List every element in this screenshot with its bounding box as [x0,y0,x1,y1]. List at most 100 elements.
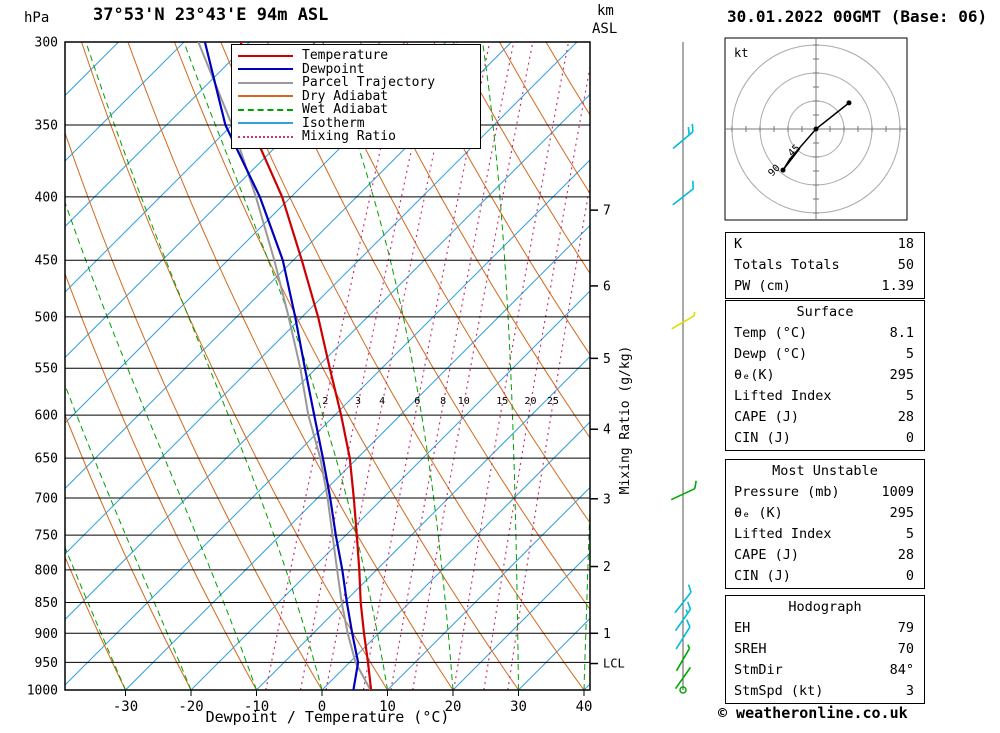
wind-barb-column [670,42,697,694]
mixing-ratio-value-label: 25 [547,396,559,407]
wind-barb-feather [687,584,692,593]
isotherm-line [65,42,250,228]
isotherm-line [256,355,590,690]
temperature-curve [239,42,373,690]
dry-adiabat-line [65,413,192,690]
legend-line-sample [238,81,293,84]
isotherm-line [65,42,512,490]
copyright: © weatheronline.co.uk [718,704,908,722]
isotherm-line [65,159,590,686]
hodograph-unit-label: kt [734,46,748,60]
x-tick-label: 10 [379,699,396,715]
wind-barb-feather [693,480,697,489]
km-tick-label: 3 [603,492,611,507]
isotherm-line [65,42,316,293]
dry-adiabat-line [452,42,590,275]
x-tick-label: -30 [113,699,138,715]
pressure-axis-unit: hPa [24,10,50,26]
pressure-tick-label: 850 [35,596,58,611]
altitude-axis-unit-km: km [597,3,614,19]
pressure-tick-label: 400 [35,190,58,205]
pressure-tick-label: 500 [35,310,58,325]
mixing-ratio-value-label: 15 [496,396,508,407]
legend-line-sample [238,122,293,125]
run-datetime: 30.01.2022 00GMT (Base: 06) [727,7,988,26]
pressure-tick-label: 800 [35,563,58,578]
isotherm-line [65,42,381,359]
legend-item: Parcel Trajectory [238,76,474,90]
pressure-tick-label: 750 [35,529,58,544]
legend-label: Wet Adiabat [302,102,389,118]
legend-item: Mixing Ratio [238,130,474,144]
hodograph-trace [782,102,850,171]
hodograph-trace-dot [846,100,852,106]
wind-barb-shaft [670,487,696,501]
mixing-ratio-line [265,42,405,690]
pressure-tick-label: 450 [35,254,58,269]
hodograph-trace-dot [780,167,786,173]
legend-label: Temperature [302,48,389,64]
wet-adiabat-line [65,200,257,690]
station-title: 37°53'N 23°43'E 94m ASL [93,5,329,25]
chart-legend: Temperature Dewpoint Parcel Trajectory Dry … [231,44,481,149]
pressure-tick-label: 700 [35,492,58,507]
chart-frame [64,41,591,691]
x-tick-label: 20 [445,699,462,715]
isotherm-line [125,224,590,690]
legend-label: Mixing Ratio [302,129,396,145]
pressure-tick-label: 600 [35,409,58,424]
x-tick-label: 30 [510,699,527,715]
km-tick-label: 1 [603,627,611,642]
wind-barb-shaft [675,626,691,650]
wind-barb-feather [686,619,691,628]
km-tick-label: 2 [603,560,611,575]
mixing-ratio-value-label: 3 [355,396,361,407]
plot-border [64,41,591,691]
mixing-ratio-value-label: 2 [322,396,328,407]
dry-adiabat-line [359,42,590,439]
hodograph-trace-dot [813,126,819,132]
km-tick-label: 6 [603,279,611,294]
mixing-ratio-line [325,42,458,690]
dry-adiabat-line [65,555,126,690]
mixing-ratio-line [299,42,436,690]
isotherm-line [65,42,185,162]
legend-label: Parcel Trajectory [302,75,436,91]
pressure-tick-label: 650 [35,452,58,467]
legend-line-sample [238,135,293,138]
legend-line-sample [238,108,293,111]
wind-barb-shaft [672,188,694,206]
wet-adiabat-line [183,42,388,690]
wind-barb-feather [687,126,690,136]
wind-barb-shaft [674,666,692,690]
lcl-label: LCL [603,657,625,671]
axis-labels: 3003504004505005506006507007508008509009… [27,36,633,716]
wind-barb-shaft [671,315,695,330]
mixing-ratio-value-label: 20 [525,396,537,407]
mixing-ratio-axis-label: Mixing Ratio (g/kg) [618,346,633,495]
x-axis-title: Dewpoint / Temperature (°C) [205,708,450,726]
dry-adiabat-line [406,42,590,356]
isotherm-line [65,42,578,555]
legend-line-sample [238,95,293,98]
sounding-curves [197,42,373,690]
isotherm-line [190,290,590,690]
mixing-ratio-value-label: 4 [379,396,385,407]
x-tick-label: 40 [576,699,593,715]
km-tick-label: 5 [603,352,611,367]
legend-item: Dry Adiabat [238,90,474,104]
wind-barb-feather [687,644,691,649]
x-tick-label: -20 [178,699,203,715]
wet-adiabat-line [65,546,126,690]
legend-item: Isotherm [238,117,474,131]
wet-adiabat-line [482,42,519,690]
mixing-ratio-value-label: 6 [414,396,420,407]
isotherm-line [65,93,590,621]
km-tick-label: 7 [603,204,611,219]
wet-adiabat-line [583,492,590,690]
legend-label: Dewpoint [302,61,365,77]
pressure-tick-label: 950 [35,656,58,671]
